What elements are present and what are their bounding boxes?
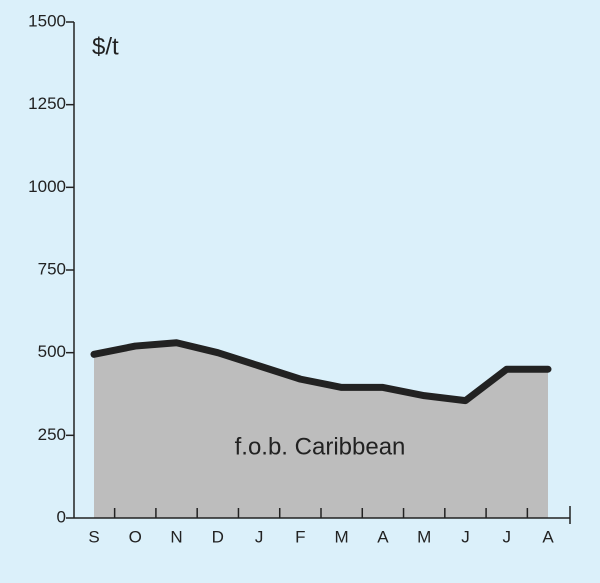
y-tick-label: 1250 [28,94,66,113]
x-tick-label: O [129,527,142,546]
y-tick-label: 750 [38,259,66,278]
y-tick-label: 500 [38,342,66,361]
x-tick-label: J [461,527,470,546]
y-tick-label: 0 [57,507,66,526]
annotation: f.o.b. Caribbean [235,433,406,460]
area-fill [94,342,548,518]
x-tick-label: S [88,527,99,546]
line [90,339,552,405]
x-tick-label: A [377,527,389,546]
x-tick-label: A [542,527,554,546]
x-tick-label: F [295,527,305,546]
y-tick-label: 250 [38,425,66,444]
x-tick-label: N [170,527,182,546]
y-tick-label: 1500 [28,11,66,30]
x-tick-label: J [255,527,264,546]
x-tick-label: J [502,527,511,546]
x-tick-label: M [417,527,431,546]
y-tick-label: 1000 [28,177,66,196]
plot [90,339,552,518]
unit-label: $/t [92,33,119,60]
x-tick-label: M [335,527,349,546]
x-tick-label: D [212,527,224,546]
